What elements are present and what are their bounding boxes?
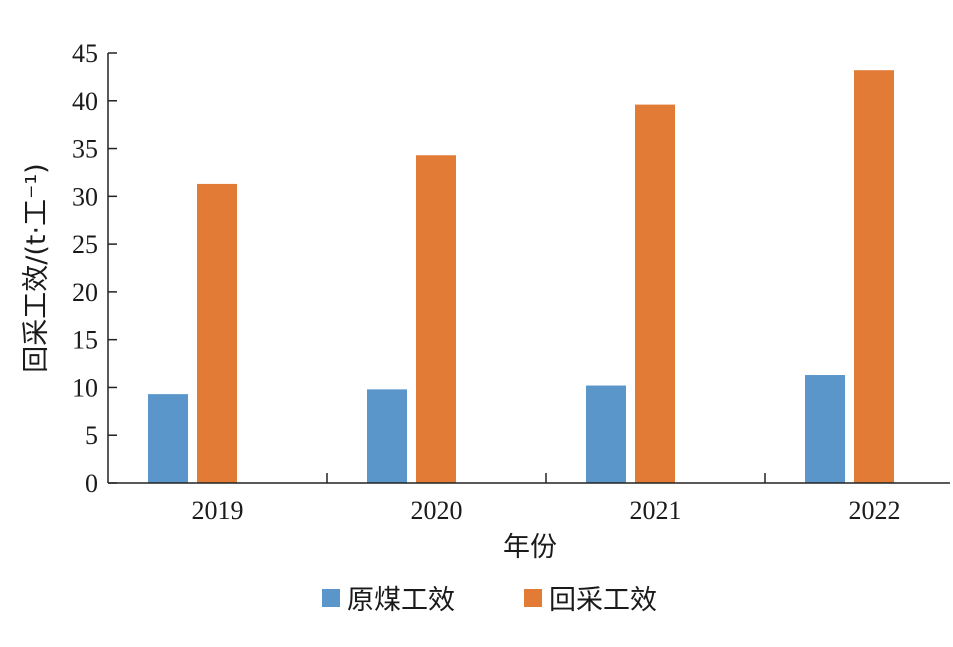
y-tick-label-35: 35 bbox=[72, 135, 98, 164]
x-tick-label-2022: 2022 bbox=[849, 496, 901, 525]
legend-label-series-2: 回采工效 bbox=[549, 585, 657, 616]
y-tick-label-0: 0 bbox=[85, 469, 98, 498]
y-tick-label-20: 20 bbox=[72, 278, 98, 307]
legend-label-series-1: 原煤工效 bbox=[347, 585, 455, 616]
x-axis-title: 年份 bbox=[503, 532, 557, 563]
bar-series-1-2021 bbox=[586, 385, 626, 483]
legend: 原煤工效 回采工效 bbox=[322, 585, 657, 616]
bar-series-1-2020 bbox=[367, 389, 407, 483]
bar-series-1-2022 bbox=[805, 375, 845, 483]
y-tick-label-15: 15 bbox=[72, 326, 98, 355]
y-tick-label-25: 25 bbox=[72, 230, 98, 259]
y-tick-label-40: 40 bbox=[72, 87, 98, 116]
x-tick-label-2021: 2021 bbox=[630, 496, 682, 525]
bar-series-2-2020 bbox=[416, 155, 456, 483]
legend-swatch-series-2 bbox=[524, 589, 542, 607]
legend-swatch-series-1 bbox=[322, 589, 340, 607]
y-tick-label-45: 45 bbox=[72, 39, 98, 68]
bar-series-2-2022 bbox=[854, 70, 894, 483]
y-tick-label-30: 30 bbox=[72, 182, 98, 211]
y-tick-label-5: 5 bbox=[85, 421, 98, 450]
y-tick-label-10: 10 bbox=[72, 373, 98, 402]
x-tick-label-2020: 2020 bbox=[411, 496, 463, 525]
y-axis-title: 回采工效/(t·工⁻¹) bbox=[21, 163, 52, 372]
bar-series-1-2019 bbox=[148, 394, 188, 483]
x-tick-label-2019: 2019 bbox=[192, 496, 244, 525]
x-axis: 2019 2020 2021 2022 bbox=[108, 473, 950, 525]
bar-series-2-2021 bbox=[635, 104, 675, 483]
bar-series-2-2019 bbox=[197, 183, 237, 483]
bars-group bbox=[148, 70, 894, 483]
y-axis: 0 5 10 15 20 25 30 35 40 45 bbox=[72, 39, 117, 498]
